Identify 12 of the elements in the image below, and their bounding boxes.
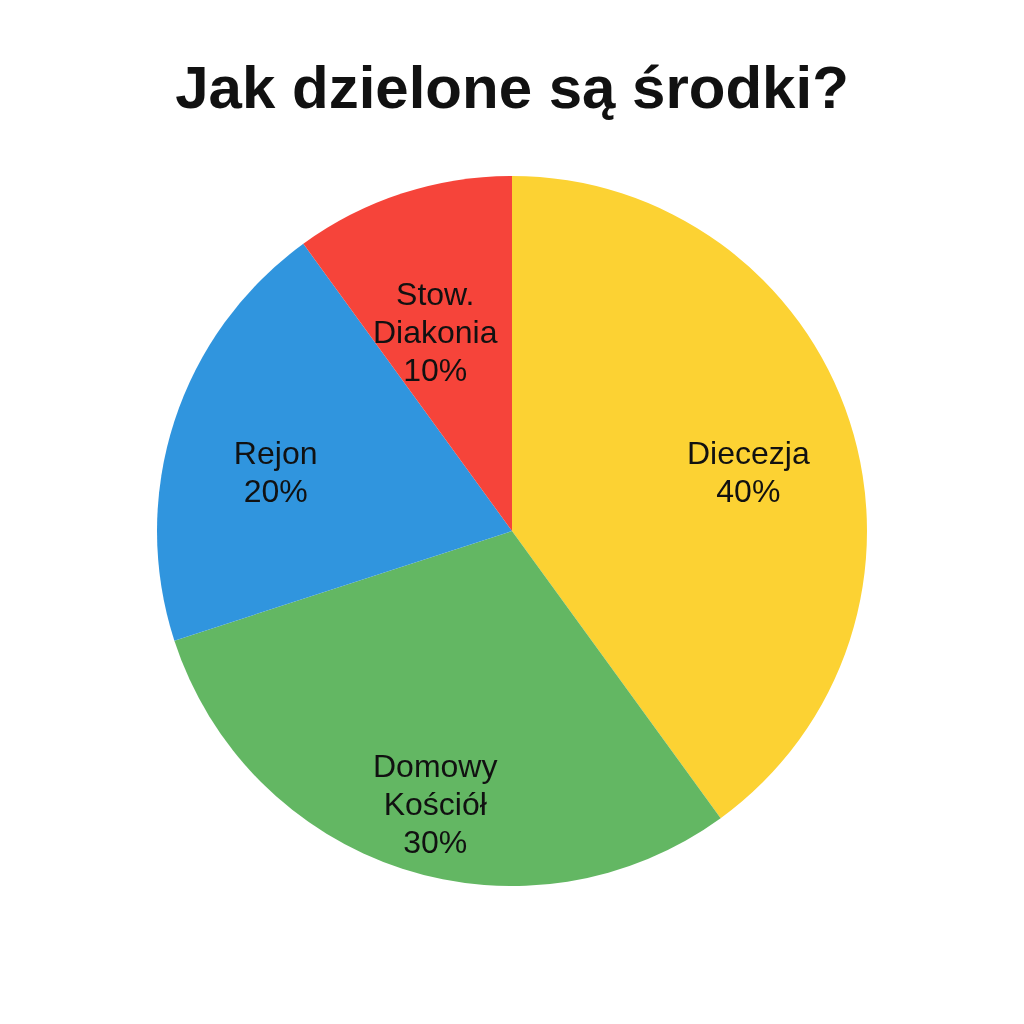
slice-label: Diecezja	[686, 435, 810, 472]
slice-label: Rejon	[233, 435, 318, 472]
data-label: 20%	[243, 473, 308, 510]
pie-slice	[512, 176, 867, 819]
data-label: 40%	[716, 473, 781, 510]
data-label: 30%	[403, 824, 468, 861]
chart-title: Jak dzielone są środki?	[175, 54, 849, 121]
data-label: 10%	[403, 351, 468, 388]
slice-label: Domowy Kościół	[372, 748, 498, 823]
pie-slice	[174, 531, 721, 886]
pie-slice	[157, 243, 512, 641]
slice-label: Stow. Diakonia	[372, 275, 498, 350]
